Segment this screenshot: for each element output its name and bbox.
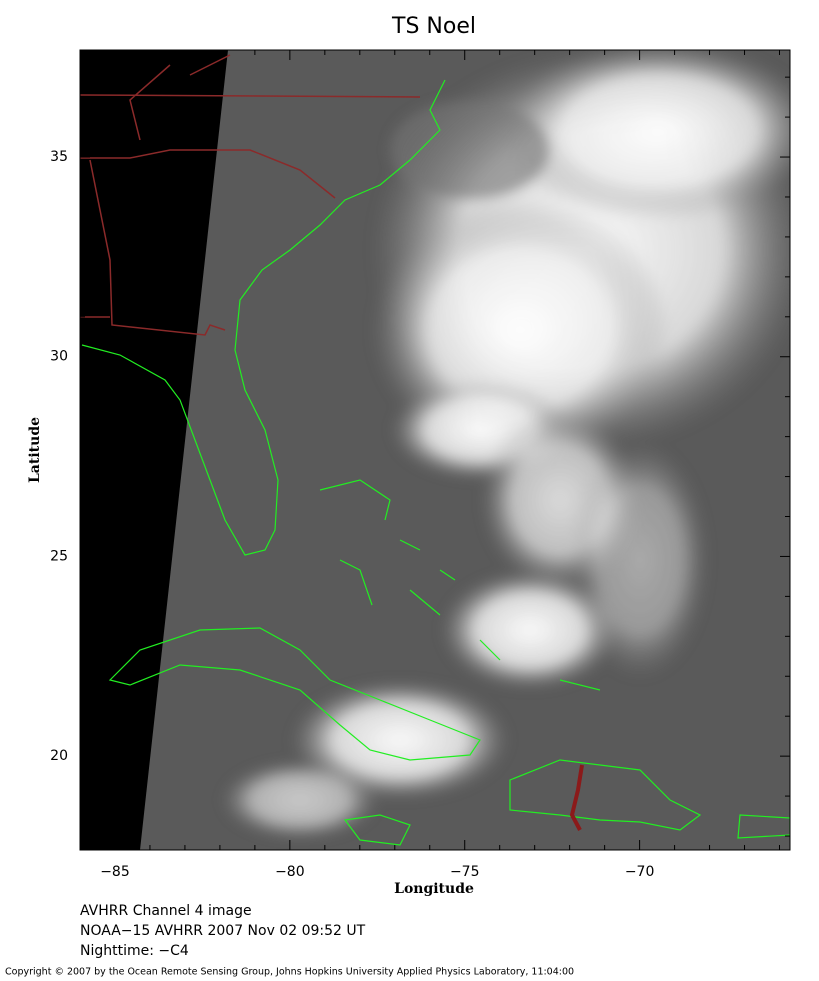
copyright: Copyright © 2007 by the Ocean Remote Sen… — [5, 967, 574, 978]
y-tick-label: 35 — [50, 149, 68, 165]
x-tick-label: −85 — [100, 864, 130, 880]
x-tick-label: −75 — [450, 864, 480, 880]
caption: AVHRR Channel 4 image — [80, 903, 252, 919]
y-tick-label: 30 — [50, 349, 68, 365]
axes: −85 −80 −75 −70 20 25 30 35 — [50, 50, 790, 880]
title: TS Noel — [391, 14, 476, 39]
x-tick-label: −80 — [275, 864, 305, 880]
x-tick-label: −70 — [625, 864, 655, 880]
plot-frame — [79, 49, 791, 851]
caption: Nighttime: −C4 — [80, 943, 189, 959]
y-tick-label: 20 — [50, 748, 68, 764]
x-axis-label: Longitude — [394, 881, 474, 897]
caption: NOAA−15 AVHRR 2007 Nov 02 09:52 UT — [80, 923, 366, 939]
y-tick-label: 25 — [50, 548, 68, 564]
satellite-image — [80, 50, 790, 850]
y-axis-label: Latitude — [27, 417, 43, 483]
